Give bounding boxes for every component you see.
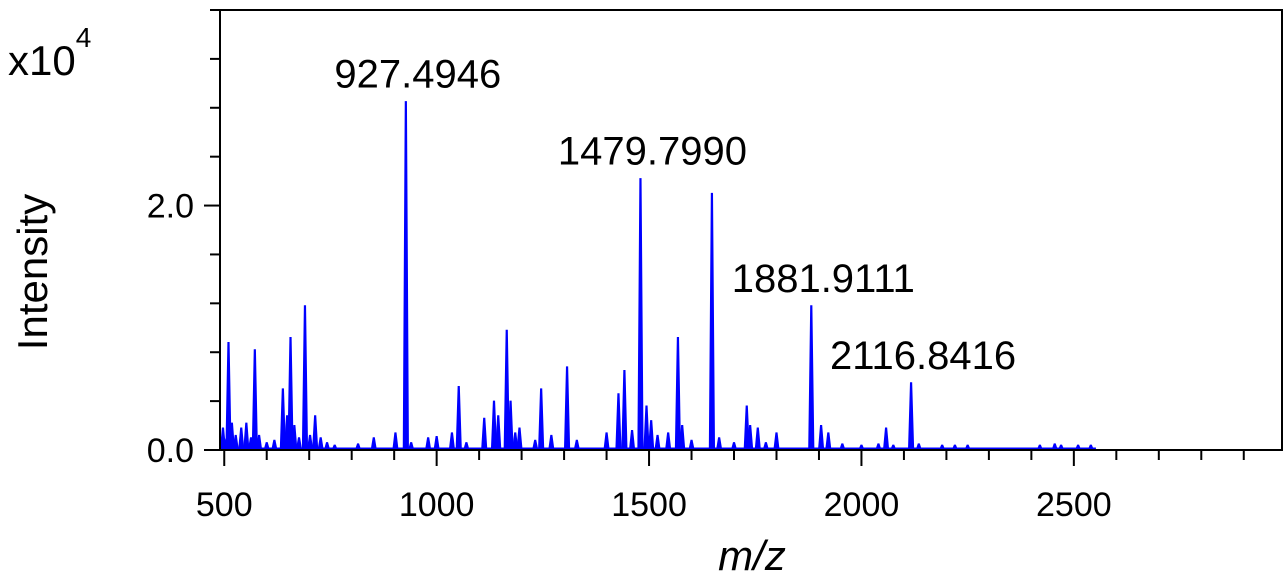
spectrum-peak <box>238 427 245 451</box>
x-tick-label: 500 <box>196 486 253 524</box>
peak-annotation-label: 1479.7990 <box>558 130 747 174</box>
spectrum-peak <box>433 436 440 451</box>
spectrum-peak <box>665 432 672 451</box>
y-axis-multiplier: x104 <box>8 22 91 84</box>
y-axis-multiplier-exponent: 4 <box>76 22 92 53</box>
y-tick-labels: 0.0 2.0 <box>147 188 194 470</box>
spectrum-peak <box>323 442 331 451</box>
spectrum-peak <box>643 405 650 451</box>
major-tick-marks <box>204 204 1075 466</box>
spectrum-peak <box>516 427 523 451</box>
spectrum-peak <box>463 442 470 451</box>
y-axis-title: Intensity <box>9 194 56 350</box>
spectrum-peak <box>907 382 915 451</box>
spectrum-peak <box>263 442 270 451</box>
spectrum-peak <box>424 437 432 451</box>
spectrum-peak <box>628 429 636 451</box>
x-tick-label: 2000 <box>824 486 900 524</box>
peak-annotation-label: 927.4946 <box>334 53 501 97</box>
spectrum-peak <box>392 432 399 451</box>
spectrum-peak <box>730 442 738 451</box>
y-tick-label: 2.0 <box>147 188 194 226</box>
spectrum-peak <box>317 437 324 451</box>
spectrum-peak <box>754 427 761 451</box>
x-tick-labels: 500 1000 1500 2000 2500 <box>196 486 1112 524</box>
spectrum-peak <box>287 337 294 451</box>
spectrum-peak <box>407 442 415 451</box>
spectrum-peak <box>773 432 780 451</box>
spectrum-peak <box>654 434 661 451</box>
spectrum-peak <box>402 101 409 451</box>
spectrum-peak <box>808 305 815 451</box>
spectrum-peak <box>481 417 488 451</box>
spectrum-peak <box>243 422 250 451</box>
x-tick-label: 2500 <box>1036 486 1112 524</box>
spectrum-peak <box>817 425 825 451</box>
spectrum-peak <box>674 337 682 451</box>
spectrum-peak <box>648 420 655 451</box>
spectrum-peak <box>531 439 539 451</box>
spectrum-peak <box>301 305 309 451</box>
x-axis-title: m/z <box>718 532 786 579</box>
spectrum-peak <box>715 437 723 451</box>
spectrum-peak <box>762 442 770 451</box>
peak-annotations: 927.4946 1479.7990 1881.9111 2116.8416 <box>334 53 1016 378</box>
plot-frame <box>219 9 1283 451</box>
y-tick-label: 0.0 <box>147 432 194 470</box>
spectrum-peak <box>708 192 716 451</box>
spectrum-peak <box>573 439 581 451</box>
peak-annotation-label: 2116.8416 <box>830 334 1016 378</box>
spectrum-peak <box>688 439 695 451</box>
spectrum-peak <box>563 366 571 451</box>
spectrum-peak <box>448 432 456 451</box>
spectrum-peak <box>603 432 610 451</box>
spectrum-peak <box>306 434 314 451</box>
spectrum-peak <box>271 439 278 451</box>
peak-annotation-label: 1881.9111 <box>732 257 915 301</box>
minor-tick-marks <box>210 9 1245 460</box>
x-tick-label: 1000 <box>399 486 475 524</box>
y-axis-multiplier-base: x10 <box>8 37 76 84</box>
spectrum-peak <box>825 432 832 451</box>
spectrum-peak <box>295 437 303 451</box>
spectrum-peak <box>621 370 628 451</box>
spectrum-peak <box>251 349 258 451</box>
spectrum-peak <box>615 393 622 451</box>
spectrum-peak <box>538 388 545 451</box>
spectrum-peak <box>312 415 319 451</box>
x-tick-label: 1500 <box>611 486 687 524</box>
spectrum-peak <box>455 385 462 451</box>
spectrum-peak <box>882 427 890 451</box>
spectrum-peak <box>495 415 502 451</box>
spectrum-peak <box>370 437 377 451</box>
spectrum-peak <box>548 434 555 451</box>
spectrum-peak <box>637 178 644 451</box>
